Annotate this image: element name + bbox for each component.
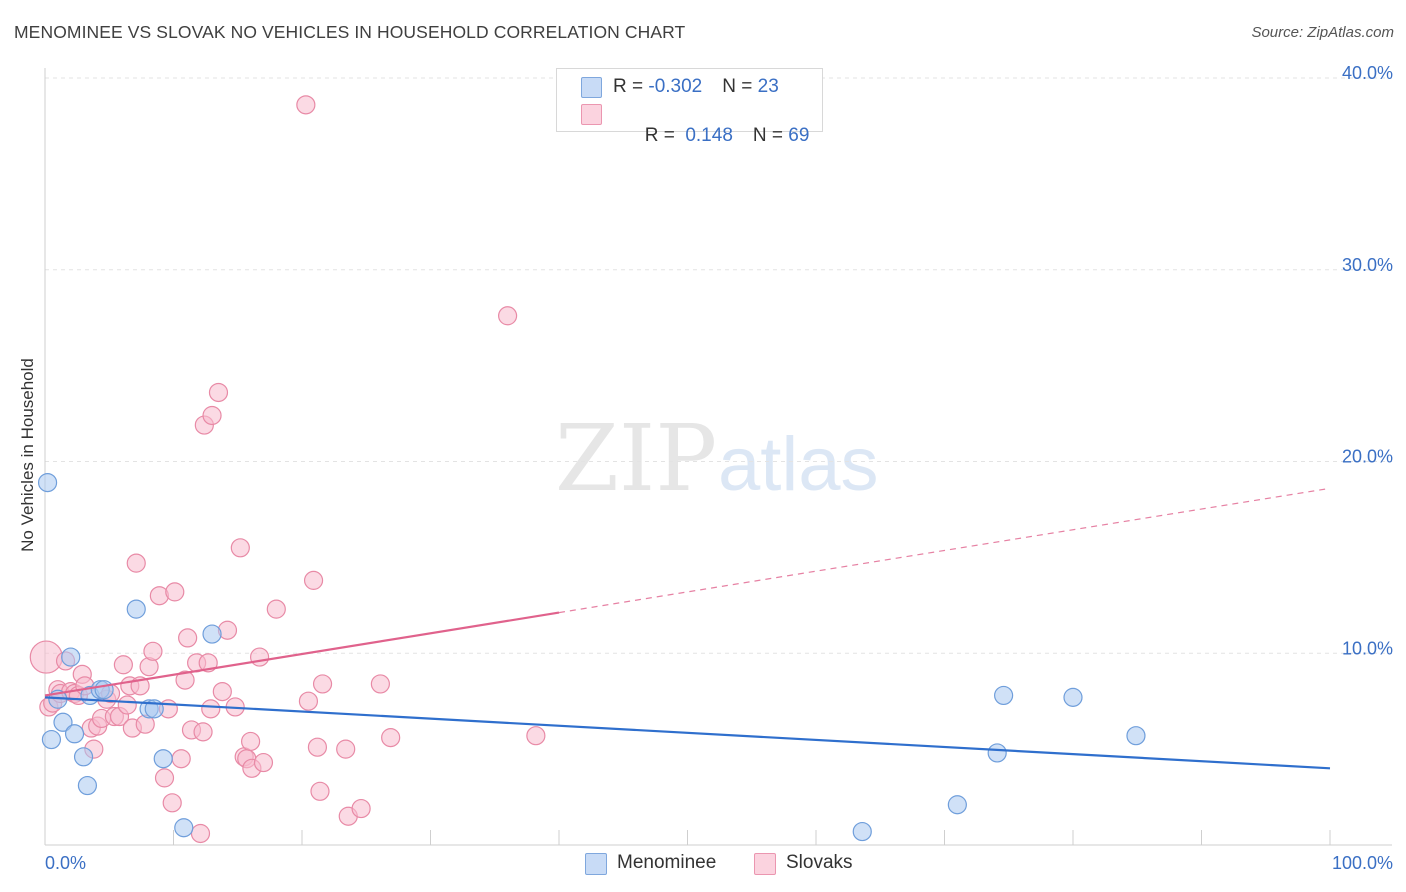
legend-n-value: 23 bbox=[757, 76, 779, 97]
legend-r-value: -0.302 bbox=[648, 76, 703, 97]
legend-r-label: R = bbox=[613, 76, 649, 97]
slovak-point bbox=[171, 749, 191, 769]
slovak-point bbox=[175, 670, 195, 690]
legend-n-label: N = bbox=[722, 76, 758, 97]
menominee-point bbox=[994, 685, 1014, 706]
slovak-point bbox=[202, 405, 222, 426]
slovak-point bbox=[312, 674, 333, 694]
watermark-zip: ZIP bbox=[555, 405, 717, 512]
slovak-point bbox=[298, 691, 319, 711]
y-tick-label: 30.0% bbox=[1342, 255, 1393, 275]
slovak-point bbox=[336, 739, 356, 759]
slovak-point bbox=[303, 570, 324, 590]
watermark-atlas: atlas bbox=[718, 422, 879, 507]
slovak-point bbox=[310, 781, 330, 801]
slovak-point bbox=[143, 641, 163, 661]
menominee-point bbox=[126, 599, 146, 619]
tick-labels: 10.0% 20.0% 30.0% 40.0% 0.0% 100.0% bbox=[45, 63, 1393, 873]
y-tick-label: 40.0% bbox=[1342, 63, 1393, 83]
menominee-point bbox=[947, 795, 967, 815]
slovak-point bbox=[230, 538, 250, 558]
menominee-point bbox=[987, 743, 1007, 763]
trend-line-dashed-slovaks bbox=[558, 487, 1331, 614]
slovak-point bbox=[154, 768, 175, 788]
menominee-point bbox=[73, 747, 94, 767]
slovak-point bbox=[296, 95, 316, 115]
menominee-point bbox=[1063, 687, 1083, 707]
slovak-point bbox=[178, 628, 198, 648]
slovak-point bbox=[249, 647, 270, 667]
chart-title: MENOMINEE VS SLOVAK NO VEHICLES IN HOUSE… bbox=[14, 22, 686, 42]
trend-line-menominee bbox=[44, 696, 1331, 770]
data-points bbox=[29, 95, 1146, 844]
slovak-point bbox=[117, 695, 137, 715]
trend-line-slovaks bbox=[44, 611, 560, 697]
slovak-point bbox=[212, 681, 232, 702]
slovak-point bbox=[126, 553, 146, 573]
menominee-point bbox=[77, 775, 98, 796]
menominee-point bbox=[94, 680, 114, 700]
menominee-label: Menominee bbox=[617, 852, 717, 873]
menominee-point bbox=[53, 712, 73, 732]
slovak-point bbox=[266, 599, 286, 619]
slovak-point bbox=[113, 655, 133, 675]
correlation-legend: R = -0.302 N = 23 R = 0.148 N = 69 bbox=[556, 68, 823, 146]
slovak-point bbox=[241, 731, 261, 752]
menominee-point bbox=[61, 647, 81, 667]
menominee-point bbox=[64, 724, 85, 744]
x-tick-label: 100.0% bbox=[1332, 853, 1393, 873]
slovaks-swatch bbox=[754, 853, 776, 875]
slovaks-label: Slovaks bbox=[786, 852, 853, 873]
source-credit: Source: ZipAtlas.com bbox=[1251, 24, 1394, 41]
slovak-point bbox=[307, 737, 328, 757]
menominee-point bbox=[1126, 726, 1146, 746]
slovak-point bbox=[253, 752, 274, 773]
legend-r-value: 0.148 bbox=[680, 125, 733, 146]
legend-r-label: R = bbox=[644, 125, 681, 146]
menominee-point bbox=[153, 749, 173, 769]
x-tick-label: 0.0% bbox=[45, 853, 86, 873]
slovak-point bbox=[162, 793, 182, 813]
trend-lines bbox=[44, 487, 1331, 770]
slovak-point bbox=[193, 722, 213, 742]
slovak-point bbox=[165, 582, 185, 602]
menominee-point bbox=[37, 472, 58, 493]
legend-n-label: N = bbox=[752, 125, 789, 146]
menominee-point bbox=[41, 729, 62, 750]
slovak-point bbox=[208, 382, 229, 403]
slovak-point bbox=[381, 728, 401, 748]
menominee-point bbox=[202, 624, 222, 644]
slovak-point bbox=[526, 726, 546, 746]
slovak-point bbox=[370, 674, 390, 694]
slovak-point bbox=[190, 823, 211, 844]
menominee-swatch bbox=[585, 853, 607, 875]
menominee-point bbox=[852, 821, 872, 842]
slovak-point bbox=[498, 306, 518, 326]
y-tick-label: 10.0% bbox=[1342, 638, 1393, 658]
slovak-point bbox=[351, 798, 371, 819]
slovak-point bbox=[201, 699, 221, 719]
menominee-swatch bbox=[581, 77, 602, 98]
menominee-point bbox=[174, 818, 194, 838]
slovaks-swatch bbox=[581, 104, 602, 125]
y-tick-label: 20.0% bbox=[1342, 447, 1393, 467]
legend-n-value: 69 bbox=[788, 125, 810, 146]
